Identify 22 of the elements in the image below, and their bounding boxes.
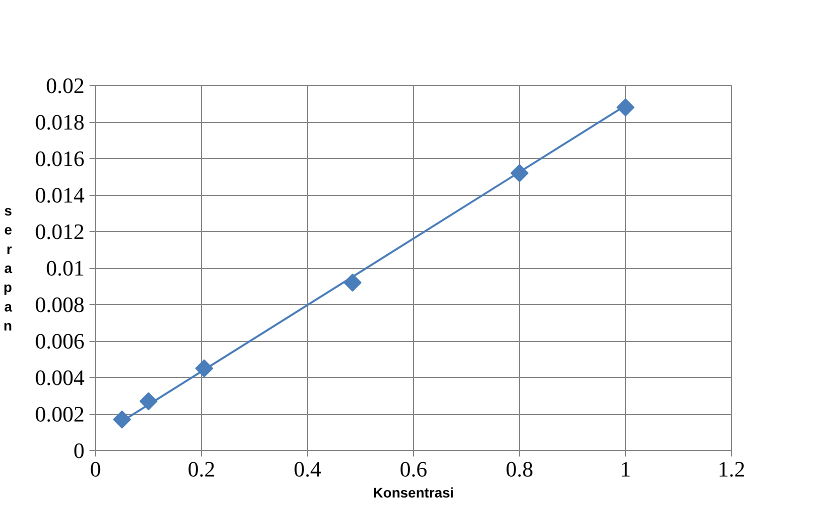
x-tick-label: 1	[620, 456, 631, 482]
y-tick-label: 0.018	[35, 110, 84, 134]
x-tick-label: 1.2	[718, 456, 746, 482]
x-tick-label: 0	[90, 456, 101, 482]
y-tick-label: 0.006	[35, 328, 84, 354]
x-tick-label: 0.4	[294, 456, 322, 482]
x-axis-title: Konsentrasi	[373, 484, 454, 500]
y-tick-label: 0.016	[35, 146, 84, 171]
y-tick-label: 0.002	[35, 402, 84, 426]
y-axis-title: serapan	[3, 202, 13, 334]
y-tick-label: 0.01	[46, 256, 84, 280]
y-tick-label: 0.008	[35, 292, 84, 317]
y-tick-label: 0.012	[35, 219, 84, 244]
point	[113, 410, 131, 428]
point	[616, 98, 634, 116]
y-tick-label: 0.02	[46, 73, 84, 98]
y-tick-label: 0	[74, 438, 84, 463]
y-tick-label: 0.004	[35, 365, 84, 390]
x-tick-label: 0.6	[400, 456, 428, 482]
x-tick-label: 0.8	[506, 456, 534, 482]
x-tick-label: 0.2	[188, 456, 216, 482]
y-tick-label: 0.014	[35, 182, 84, 208]
